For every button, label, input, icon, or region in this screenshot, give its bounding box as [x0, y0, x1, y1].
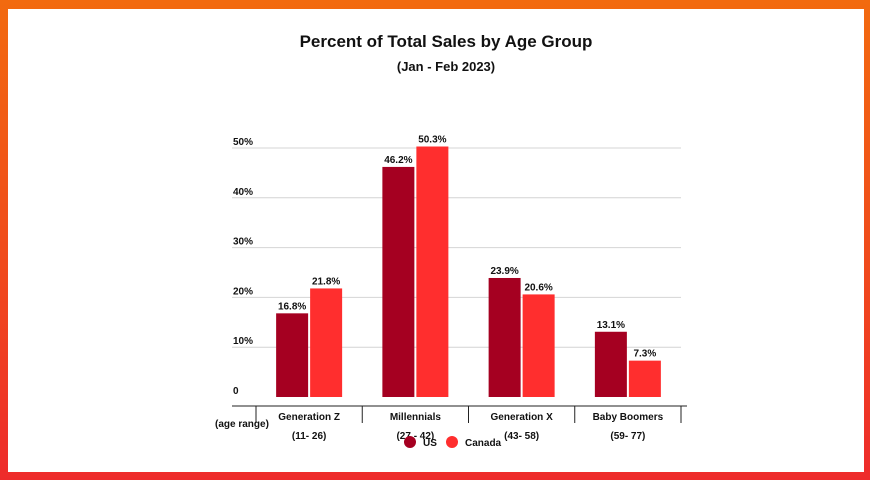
chart-card: Percent of Total Sales by Age Group (Jan… [8, 9, 864, 472]
bar-us [276, 313, 309, 397]
data-label: 50.3% [418, 135, 446, 146]
age-range-value: (27 - 42) [396, 431, 434, 442]
data-label: 20.6% [524, 282, 552, 293]
bar-canada [310, 288, 343, 397]
category-label: Generation X [491, 412, 554, 423]
bar-us [488, 277, 521, 397]
y-tick-label: 50% [233, 137, 253, 148]
age-range-value: (43- 58) [504, 431, 539, 442]
bar-us [594, 331, 627, 397]
category-label: Generation Z [278, 412, 340, 423]
category-label: Baby Boomers [593, 412, 664, 423]
legend-us-marker [404, 436, 416, 448]
chart-title: Percent of Total Sales by Age Group [300, 32, 593, 51]
legend-us-label: US [423, 438, 437, 449]
y-tick-label: 20% [233, 286, 253, 297]
bar-canada [416, 146, 449, 397]
bar-us [382, 166, 415, 397]
data-label: 46.2% [384, 155, 412, 166]
legend-canada-marker [446, 436, 458, 448]
age-range-value: (59- 77) [610, 431, 645, 442]
chart-subtitle: (Jan - Feb 2023) [397, 59, 495, 74]
legend-canada-label: Canada [465, 438, 502, 449]
y-tick-label: 10% [233, 336, 253, 347]
bar-canada [522, 294, 555, 397]
y-tick-label: 40% [233, 187, 253, 198]
bar-canada [628, 360, 661, 397]
data-label: 16.8% [278, 301, 306, 312]
age-range-label: (age range) [215, 419, 269, 430]
legend: US Canada [404, 436, 502, 449]
data-label: 23.9% [490, 266, 518, 277]
data-label: 7.3% [633, 349, 656, 360]
data-label: 13.1% [597, 320, 625, 331]
axis-layer: Generation Z (11- 26) Millennials (27 - 42)… [232, 405, 687, 442]
y-tick-label: 0 [233, 386, 239, 397]
data-label: 21.8% [312, 276, 340, 287]
category-label: Millennials [390, 412, 442, 423]
age-range-value: (11- 26) [292, 431, 326, 442]
labels-layer: 16.8% 46.2% 23.9% 13.1% 21.8% 50.3% 20.6% 7.3% [278, 135, 656, 360]
chart-svg: Percent of Total Sales by Age Group (Jan… [215, 32, 687, 449]
bars-layer [276, 146, 661, 397]
y-tick-label: 30% [233, 237, 253, 248]
